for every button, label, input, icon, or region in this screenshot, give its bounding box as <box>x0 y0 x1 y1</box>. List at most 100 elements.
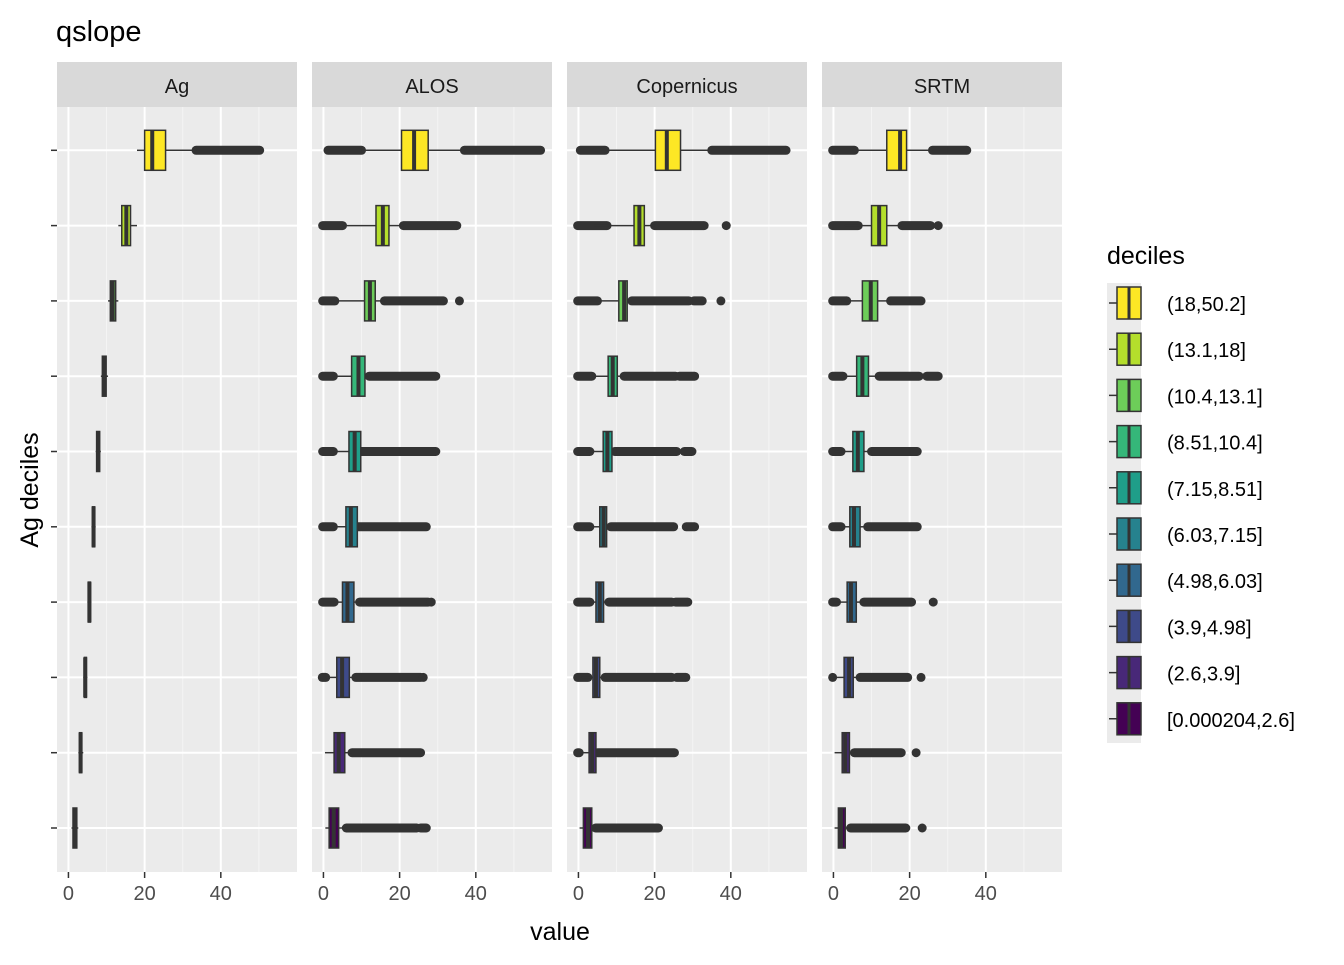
legend-label: (8.51,10.4] <box>1167 433 1263 455</box>
x-tick-label: 0 <box>318 883 329 905</box>
boxplot-copernicus-decile-5 <box>573 506 700 548</box>
legend-label: (3.9,4.98] <box>1167 617 1252 639</box>
boxplot-ag-decile-10 <box>137 129 265 172</box>
boxplot-copernicus-decile-7 <box>573 355 700 397</box>
legend-item: (10.4,13.1] <box>1109 378 1263 413</box>
legend: deciles (18,50.2] (13.1,18] (10.4,13.1] (8.… <box>1107 242 1295 743</box>
x-tick-label: 40 <box>465 883 487 905</box>
x-tick-label: 20 <box>133 883 155 905</box>
boxplot-ag-decile-6 <box>95 430 101 473</box>
facet-strip <box>57 62 297 107</box>
boxplot-ag-decile-7 <box>100 355 109 397</box>
facet-panel-srtm: SRTM 0 20 40 <box>822 62 1062 905</box>
legend-item: (13.1,18] <box>1109 332 1246 366</box>
boxplot-ag-decile-4 <box>87 581 92 623</box>
boxplot-copernicus-decile-8 <box>573 280 726 322</box>
facet-strip-label: Ag <box>165 76 189 98</box>
boxplot-srtm-decile-8 <box>828 280 926 322</box>
boxplot-alos-decile-1 <box>325 807 431 849</box>
facet-strip <box>822 62 1062 107</box>
x-tick-label: 20 <box>898 883 920 905</box>
boxplot-copernicus-decile-3 <box>573 656 691 699</box>
legend-item: [0.000204,2.6] <box>1109 702 1295 736</box>
boxplot-ag-decile-2 <box>78 731 84 774</box>
legend-label: [0.000204,2.6] <box>1167 710 1295 732</box>
legend-item: (7.15,8.51] <box>1109 471 1263 505</box>
boxplot-copernicus-decile-1 <box>579 807 663 849</box>
boxplot-alos-decile-9 <box>318 204 462 247</box>
boxplot-ag-decile-1 <box>71 807 79 849</box>
legend-label: (7.15,8.51] <box>1167 479 1263 501</box>
panel-background <box>567 107 807 872</box>
legend-label: (10.4,13.1] <box>1167 386 1263 408</box>
boxplot-srtm-decile-7 <box>828 355 943 397</box>
boxplot-alos-decile-5 <box>318 506 431 548</box>
x-tick-label: 20 <box>643 883 665 905</box>
panel-background <box>822 107 1062 872</box>
facet-strip-label: Copernicus <box>636 76 737 98</box>
legend-item: (4.98,6.03] <box>1109 563 1263 597</box>
panel-background <box>57 107 297 872</box>
legend-items: (18,50.2] (13.1,18] (10.4,13.1] (8.51,10.4]… <box>1109 286 1295 736</box>
legend-item: (18,50.2] <box>1109 286 1246 320</box>
boxplot-copernicus-decile-4 <box>573 581 693 623</box>
facet-panel-ag: Ag 0 20 40 <box>57 62 297 905</box>
boxplot-copernicus-decile-10 <box>575 129 791 172</box>
legend-label: (18,50.2] <box>1167 294 1246 316</box>
boxplot-ag-decile-3 <box>83 656 88 699</box>
legend-label: (13.1,18] <box>1167 340 1246 362</box>
legend-label: (6.03,7.15] <box>1167 525 1263 547</box>
boxplot-srtm-decile-10 <box>828 129 972 172</box>
legend-label: (2.6,3.9] <box>1167 664 1240 686</box>
boxplot-copernicus-decile-2 <box>573 731 679 774</box>
boxplot-alos-decile-6 <box>318 430 441 473</box>
boxplot-alos-decile-2 <box>324 731 426 774</box>
box <box>143 129 167 172</box>
boxplot-alos-decile-10 <box>323 129 546 172</box>
y-axis-title: Ag deciles <box>16 432 44 547</box>
boxplot-srtm-decile-9 <box>828 204 943 247</box>
boxplot-copernicus-decile-9 <box>573 204 731 247</box>
boxplot-ag-decile-9 <box>118 204 137 247</box>
x-tick-label: 0 <box>63 883 74 905</box>
boxplot-srtm-decile-2 <box>834 731 921 774</box>
facet-strip <box>312 62 552 107</box>
facet-strip <box>567 62 807 107</box>
boxplot-copernicus-decile-6 <box>573 430 697 473</box>
legend-label: (4.98,6.03] <box>1167 571 1263 593</box>
facet-strip-label: SRTM <box>914 76 970 98</box>
boxplot-alos-decile-3 <box>317 656 428 699</box>
facet-panel-copernicus: Copernicus 0 20 40 <box>567 62 807 905</box>
boxplot-srtm-decile-6 <box>828 430 922 473</box>
boxplot-srtm-decile-3 <box>828 656 926 699</box>
legend-title: deciles <box>1107 242 1185 270</box>
legend-item: (3.9,4.98] <box>1109 609 1252 644</box>
boxplot-srtm-decile-1 <box>834 807 927 849</box>
x-tick-label: 0 <box>573 883 584 905</box>
x-tick-label: 20 <box>388 883 410 905</box>
x-tick-label: 40 <box>210 883 232 905</box>
boxplot-ag-decile-5 <box>91 506 96 548</box>
boxplot-ag-decile-8 <box>108 280 119 322</box>
box <box>886 129 908 172</box>
legend-item: (6.03,7.15] <box>1109 517 1263 551</box>
x-tick-label: 40 <box>975 883 997 905</box>
boxplot-alos-decile-4 <box>318 581 436 623</box>
panel-background <box>312 107 552 872</box>
x-tick-label: 40 <box>720 883 742 905</box>
legend-item: (2.6,3.9] <box>1109 655 1240 690</box>
boxplot-srtm-decile-5 <box>828 506 922 548</box>
facet-panels: Ag 0 20 40 ALOS 0 20 40 Copernicus 0 20 40 SRTM 0 20 40 <box>51 62 1062 905</box>
x-axis-title: value <box>530 918 590 946</box>
facet-strip-label: ALOS <box>405 76 458 98</box>
x-tick-label: 0 <box>828 883 839 905</box>
boxplot-alos-decile-7 <box>318 355 441 397</box>
chart-title: qslope <box>56 16 141 48</box>
boxplot-alos-decile-8 <box>318 280 464 322</box>
boxplot-srtm-decile-4 <box>828 581 938 623</box>
y-axis-ticks <box>51 149 57 829</box>
legend-item: (8.51,10.4] <box>1109 424 1263 459</box>
facet-panel-alos: ALOS 0 20 40 <box>312 62 552 905</box>
